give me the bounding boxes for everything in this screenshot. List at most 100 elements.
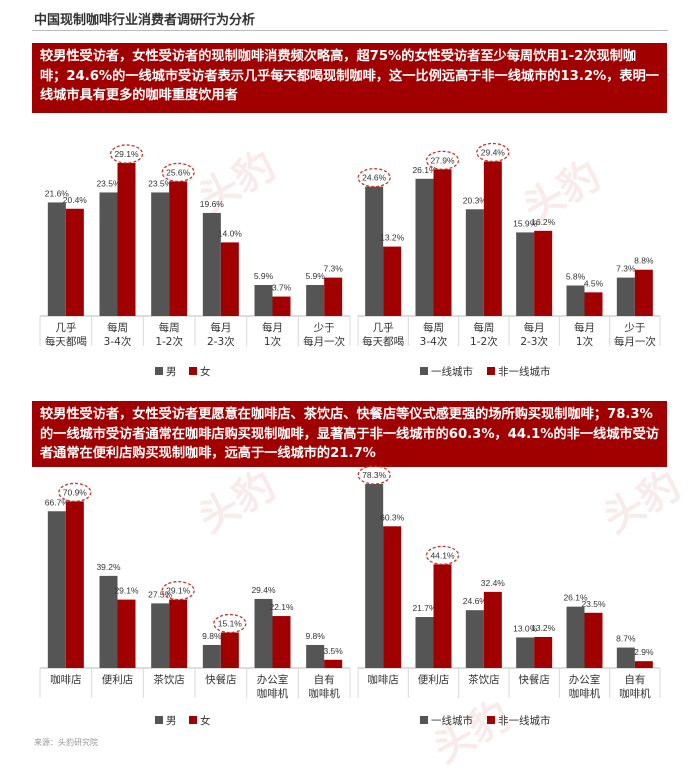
category-label: 1-2次 xyxy=(470,335,498,348)
category-label: 办公室 xyxy=(257,673,289,686)
data-label: 5.9% xyxy=(254,271,274,281)
bar-s1 xyxy=(202,644,221,668)
bar-s1 xyxy=(365,186,384,316)
data-label: 20.3% xyxy=(463,195,488,205)
bar-s1 xyxy=(566,606,585,668)
category-label: 每天都喝 xyxy=(362,335,404,348)
data-label: 25.6% xyxy=(166,167,191,177)
category-label: 每月 xyxy=(524,321,545,334)
title-divider xyxy=(32,30,668,31)
bar-s2 xyxy=(169,181,188,316)
highlight-circle xyxy=(357,465,391,485)
summary-banner-frequency: 较男性受访者，女性受访者的现制咖啡消费频次略高，超75%的女性受访者至少每周饮用… xyxy=(32,43,667,113)
category-label: 少于 xyxy=(314,322,335,334)
data-label: 39.2% xyxy=(96,562,121,572)
highlight-circle xyxy=(425,150,460,170)
data-label: 26.1% xyxy=(563,593,588,603)
data-label: 22.1% xyxy=(269,602,294,612)
highlight-circle xyxy=(213,613,247,634)
chart-frequency-by-gender: 21.6%20.4%几乎每天都喝23.5%29.1%每周3-4次23.5%25.… xyxy=(39,144,351,378)
legend-swatch xyxy=(155,367,163,375)
legend-label: 一线城市 xyxy=(431,365,473,378)
chart-frequency-by-city: 24.6%13.2%几乎每天都喝26.1%27.9%每周3-4次20.3%29.… xyxy=(357,142,661,378)
data-label: 27.5% xyxy=(148,589,173,599)
category-label: 2-3次 xyxy=(520,335,548,348)
highlight-circle xyxy=(357,168,391,188)
bar-s1 xyxy=(516,637,535,668)
bar-s1 xyxy=(306,644,325,668)
category-label: 咖啡机 xyxy=(257,687,289,700)
legend-swatch xyxy=(420,367,428,375)
category-label: 几乎 xyxy=(55,322,76,334)
bar-s1 xyxy=(566,285,585,316)
chart-place-by-gender: 66.7%70.9%咖啡店39.2%29.1%便利店27.5%29.1%茶饮店9… xyxy=(39,482,351,727)
data-label: 66.7% xyxy=(45,497,70,507)
data-label: 3.7% xyxy=(272,283,292,293)
category-label: 3-4次 xyxy=(420,335,448,348)
category-label: 每周 xyxy=(473,321,494,334)
bar-s2 xyxy=(65,208,84,316)
legend-swatch xyxy=(487,367,495,375)
category-label: 咖啡机 xyxy=(308,687,340,700)
category-label: 茶饮店 xyxy=(153,673,185,686)
data-label: 14.0% xyxy=(218,228,243,238)
data-label: 23.5% xyxy=(148,178,173,188)
data-label: 23.5% xyxy=(96,178,121,188)
data-label: 2.9% xyxy=(634,647,654,657)
legend-swatch xyxy=(155,716,163,724)
bar-s1 xyxy=(254,284,273,316)
data-label: 4.5% xyxy=(584,278,604,288)
category-label: 自有 xyxy=(624,673,645,686)
data-label: 21.6% xyxy=(45,188,70,198)
bar-s1 xyxy=(99,192,118,316)
data-label: 13.2% xyxy=(531,623,556,633)
category-label: 每月一次 xyxy=(303,335,345,348)
legend-swatch xyxy=(189,716,197,724)
data-label: 44.1% xyxy=(430,550,455,560)
data-label: 8.8% xyxy=(634,256,654,266)
data-label: 20.4% xyxy=(63,195,88,205)
data-label: 13.0% xyxy=(513,623,538,633)
category-label: 2-3次 xyxy=(207,335,235,348)
data-label: 15.9% xyxy=(513,218,538,228)
category-label: 便利店 xyxy=(418,673,450,686)
page-title: 中国现制咖啡行业消费者调研行为分析 xyxy=(34,13,256,28)
bar-s2 xyxy=(220,632,239,668)
bar-s2 xyxy=(383,246,402,316)
bar-s1 xyxy=(616,277,635,316)
highlight-circle xyxy=(161,162,195,183)
bar-s2 xyxy=(534,230,553,316)
category-label: 每月 xyxy=(262,321,283,334)
bar-s2 xyxy=(272,296,291,316)
category-label: 1次 xyxy=(576,335,594,348)
bar-s2 xyxy=(117,163,136,316)
bar-s2 xyxy=(634,269,653,316)
category-label: 每周 xyxy=(423,321,444,334)
bar-s2 xyxy=(634,661,653,668)
category-label: 每周 xyxy=(159,321,180,334)
legend-label: 女 xyxy=(200,714,211,727)
legend-label: 一线城市 xyxy=(431,714,473,727)
bar-s1 xyxy=(99,575,118,668)
bar-s2 xyxy=(433,564,452,668)
legend-label: 女 xyxy=(200,365,211,378)
bar-s2 xyxy=(117,599,136,668)
data-label: 26.1% xyxy=(412,165,437,175)
data-label: 9.8% xyxy=(305,631,325,641)
data-label: 19.6% xyxy=(200,199,225,209)
data-label: 29.1% xyxy=(114,586,139,596)
category-label: 每月一次 xyxy=(614,335,656,348)
data-label: 27.9% xyxy=(430,155,455,165)
bar-s1 xyxy=(47,202,66,316)
bar-s2 xyxy=(324,659,343,668)
highlight-circle xyxy=(425,545,460,566)
data-label: 24.6% xyxy=(463,596,488,606)
category-label: 咖啡店 xyxy=(367,673,399,686)
bar-s1 xyxy=(516,232,535,316)
data-label: 32.4% xyxy=(481,578,506,588)
category-label: 每天都喝 xyxy=(45,335,87,348)
data-label: 29.1% xyxy=(166,586,191,596)
category-label: 茶饮店 xyxy=(468,673,500,686)
bar-s1 xyxy=(465,610,484,668)
highlight-circle xyxy=(476,142,510,163)
